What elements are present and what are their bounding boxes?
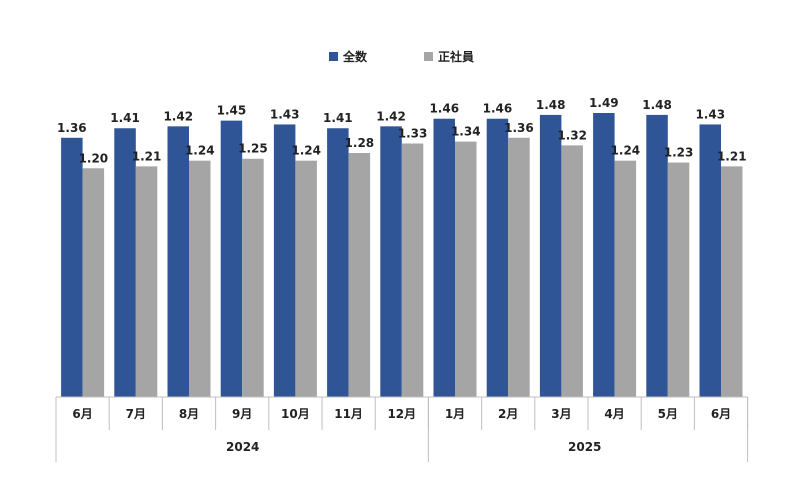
legend-label-all: 全数	[343, 50, 368, 64]
data-label-regular-4: 1.24	[291, 144, 321, 158]
bar-all-10	[593, 113, 615, 397]
bar-all-11	[646, 114, 668, 398]
year-label-2024: 2024	[226, 440, 260, 454]
category-label-10: 4月	[604, 407, 624, 421]
bar-regular-6	[401, 143, 424, 397]
bar-all-0	[61, 137, 83, 398]
data-label-all-3: 1.45	[217, 104, 247, 118]
data-label-regular-8: 1.36	[504, 121, 534, 135]
category-label-9: 3月	[551, 407, 571, 421]
data-label-all-2: 1.42	[163, 109, 193, 123]
bar-regular-8	[508, 137, 530, 398]
bar-all-12	[699, 124, 721, 397]
data-label-regular-9: 1.32	[557, 128, 587, 142]
bar-regular-11	[667, 162, 690, 397]
bar-all-5	[327, 128, 349, 397]
bar-regular-4	[295, 160, 317, 397]
category-label-5: 11月	[334, 407, 363, 421]
bar-regular-9	[561, 145, 583, 397]
bar-regular-7	[455, 141, 477, 397]
bar-all-6	[380, 126, 402, 397]
data-label-all-6: 1.42	[376, 109, 406, 123]
data-label-regular-7: 1.34	[451, 125, 481, 139]
data-label-all-8: 1.46	[483, 102, 513, 116]
category-label-7: 1月	[445, 407, 465, 421]
category-label-8: 2月	[498, 407, 518, 421]
data-label-all-0: 1.36	[57, 121, 87, 135]
data-label-all-1: 1.41	[110, 111, 140, 125]
year-label-2025: 2025	[568, 440, 602, 454]
bar-regular-12	[721, 166, 743, 397]
data-label-regular-5: 1.28	[345, 136, 375, 150]
data-label-regular-11: 1.23	[664, 146, 694, 160]
data-label-all-11: 1.48	[642, 98, 672, 112]
bar-all-7	[433, 118, 455, 397]
bar-all-8	[486, 118, 509, 397]
bar-regular-10	[614, 160, 637, 397]
category-label-4: 10月	[281, 407, 310, 421]
data-label-regular-6: 1.33	[398, 126, 428, 140]
legend: 全数 正社員	[0, 48, 800, 66]
legend-swatch-regular	[424, 52, 433, 61]
data-label-regular-1: 1.21	[132, 149, 162, 163]
category-label-0: 6月	[72, 407, 92, 421]
legend-item-regular: 正社員	[424, 48, 474, 65]
bar-regular-2	[189, 160, 211, 397]
bar-regular-5	[348, 153, 371, 397]
bar-regular-3	[242, 158, 264, 397]
legend-swatch-all	[329, 52, 338, 61]
data-label-all-5: 1.41	[323, 111, 353, 125]
data-label-regular-0: 1.20	[79, 151, 109, 165]
bar-all-1	[114, 128, 136, 397]
bar-regular-0	[82, 168, 105, 397]
bar-all-4	[273, 124, 296, 397]
bar-all-9	[539, 114, 562, 398]
data-label-all-9: 1.48	[536, 98, 566, 112]
data-label-all-10: 1.49	[589, 96, 619, 110]
category-label-11: 5月	[658, 407, 678, 421]
category-label-2: 8月	[179, 407, 199, 421]
bar-regular-1	[135, 166, 158, 397]
bar-all-3	[220, 120, 243, 398]
data-label-regular-2: 1.24	[185, 144, 215, 158]
data-label-regular-10: 1.24	[611, 144, 641, 158]
legend-label-regular: 正社員	[438, 50, 475, 64]
data-label-all-4: 1.43	[270, 107, 300, 121]
category-label-1: 7月	[126, 407, 146, 421]
data-label-regular-3: 1.25	[238, 142, 268, 156]
category-label-3: 9月	[232, 407, 252, 421]
data-label-all-12: 1.43	[695, 107, 725, 121]
legend-item-all: 全数	[329, 48, 367, 65]
category-label-6: 12月	[387, 407, 416, 421]
data-label-all-7: 1.46	[429, 102, 459, 116]
data-label-regular-12: 1.21	[717, 149, 747, 163]
category-label-12: 6月	[711, 407, 731, 421]
bar-all-2	[167, 126, 189, 397]
